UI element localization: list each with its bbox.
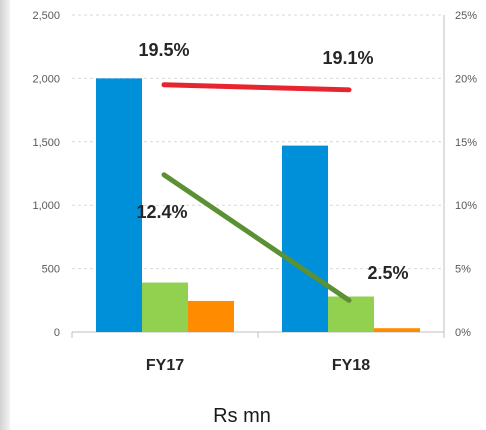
- unit-label: Rs mn: [213, 405, 271, 427]
- bar: [142, 282, 188, 332]
- bars: [96, 78, 420, 333]
- right-axis-tick-label: 0%: [455, 327, 471, 339]
- series-line: [161, 82, 352, 93]
- bar: [282, 145, 328, 332]
- left-axis-tick-label: 2,000: [32, 73, 60, 85]
- right-axis-tick-label: 20%: [455, 73, 477, 85]
- data-labels: 19.5% 19.1% 12.4% 2.5%: [136, 40, 408, 283]
- left-axis-tick-label: 2,500: [32, 10, 60, 22]
- data-label: 12.4%: [136, 202, 187, 222]
- left-axis-tick-label: 0: [54, 327, 60, 339]
- right-axis-tick-label: 15%: [455, 137, 477, 149]
- series-line: [161, 172, 352, 303]
- left-axis-tick-label: 500: [42, 264, 60, 276]
- left-axis-tick-label: 1,000: [32, 200, 60, 212]
- lines: [161, 82, 352, 303]
- bar: [328, 296, 374, 332]
- category-label: FY17: [146, 357, 184, 374]
- category-labels: FY17 FY18: [146, 357, 370, 374]
- right-axis-tick-labels: 0% 5% 10% 15% 20% 25%: [455, 10, 477, 339]
- right-axis-tick-label: 25%: [455, 10, 477, 22]
- left-axis-tick-labels: 0 500 1,000 1,500 2,000 2,500: [32, 10, 60, 339]
- data-label: 2.5%: [367, 263, 408, 283]
- left-edge-shadow: [0, 0, 10, 430]
- category-label: FY18: [332, 357, 370, 374]
- bar: [96, 78, 142, 333]
- right-axis-tick-label: 5%: [455, 264, 471, 276]
- data-label: 19.5%: [138, 40, 189, 60]
- bar: [374, 328, 420, 332]
- bar: [188, 300, 234, 332]
- data-label: 19.1%: [322, 48, 373, 68]
- left-axis-tick-label: 1,500: [32, 137, 60, 149]
- right-axis-tick-label: 10%: [455, 200, 477, 212]
